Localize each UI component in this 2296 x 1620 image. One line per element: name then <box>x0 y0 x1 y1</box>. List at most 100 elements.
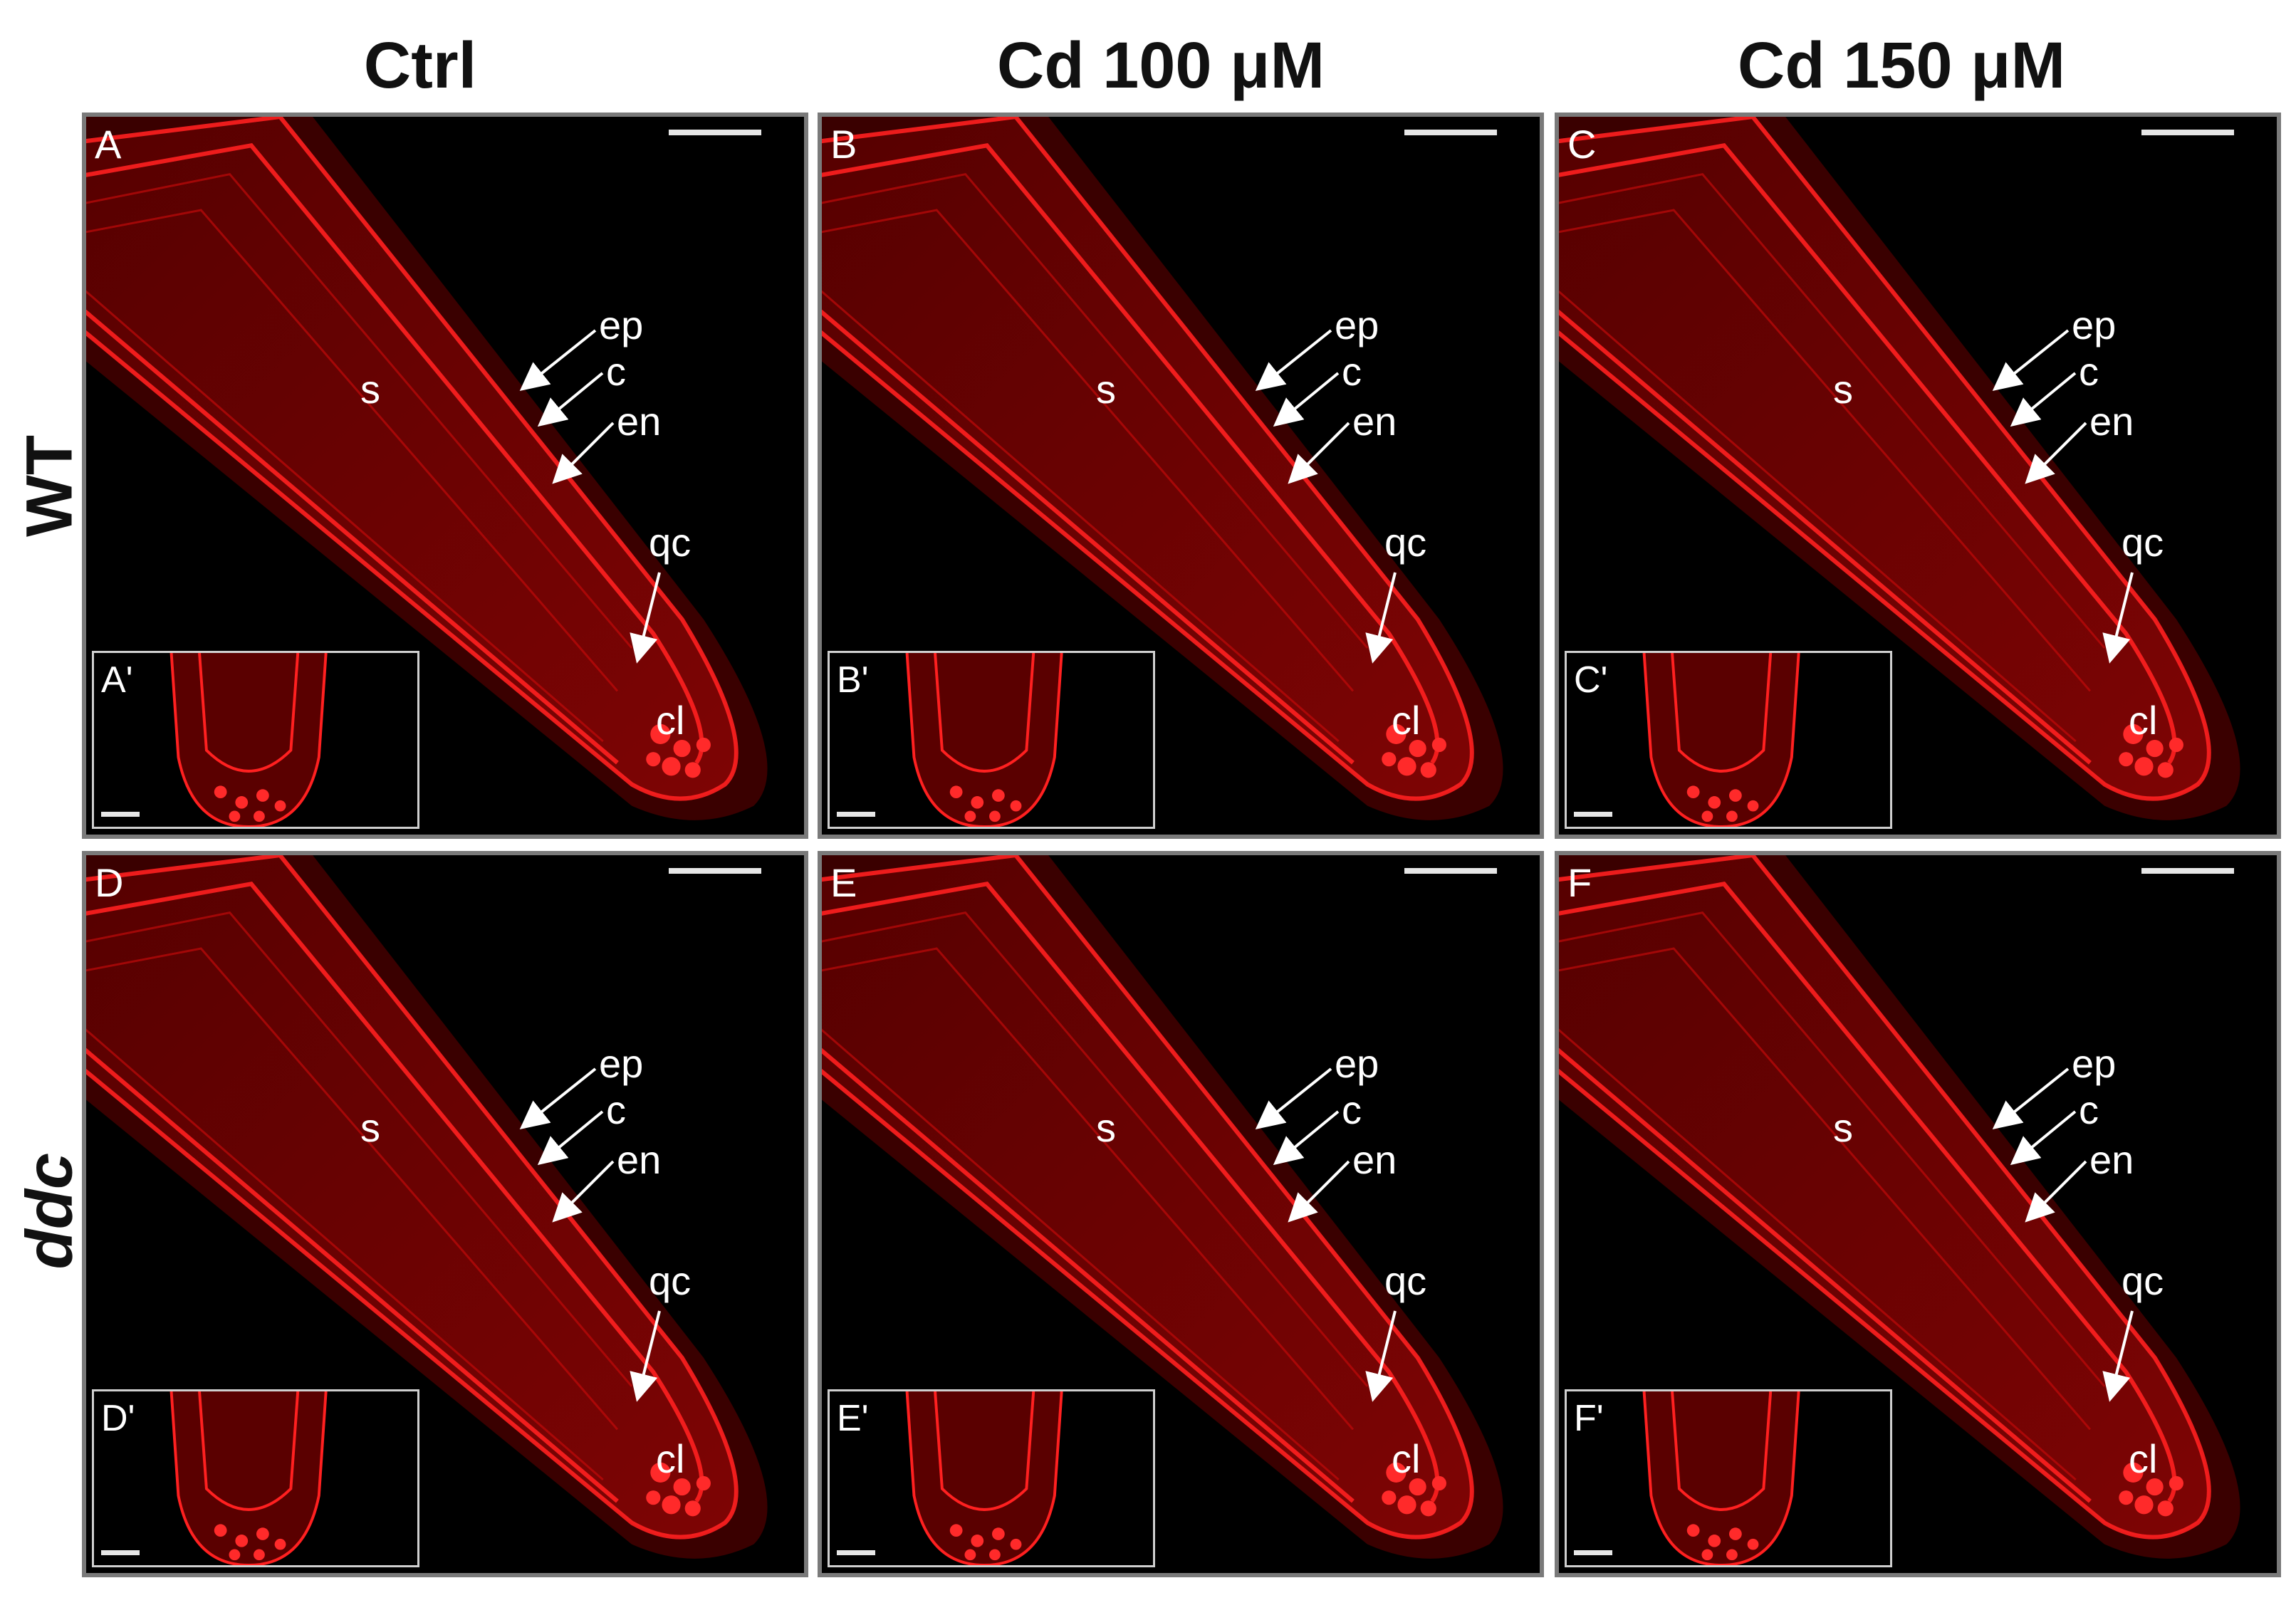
label-en: en <box>617 1137 662 1182</box>
label-qc: qc <box>2122 520 2164 565</box>
micrograph-panel-d: D ep c en s qc cl <box>82 851 808 1577</box>
inset-image: A' <box>92 651 419 829</box>
inset-scale-bar <box>1574 812 1612 817</box>
row-header-wt: WT <box>13 434 86 538</box>
label-qc: qc <box>649 520 692 565</box>
arrow-en <box>552 1160 615 1223</box>
inset-micrograph <box>1642 1391 1800 1565</box>
label-ep: ep <box>2072 1041 2117 1086</box>
inset-scale-bar <box>101 1550 140 1555</box>
arrow-ep <box>519 1067 597 1129</box>
arrow-ep <box>519 329 597 391</box>
inset-letter: F' <box>1574 1398 1604 1439</box>
inset-image: B' <box>828 651 1155 829</box>
inset-micrograph <box>905 653 1063 827</box>
root-tip-image <box>822 117 1503 820</box>
arrow-c <box>1273 1110 1340 1166</box>
label-s: s <box>1833 1105 1853 1150</box>
arrow-c <box>2010 372 2077 427</box>
inset-image: C' <box>1565 651 1892 829</box>
label-ep: ep <box>1335 1041 1379 1086</box>
label-ep: ep <box>599 1041 644 1086</box>
label-cl: cl <box>2129 1436 2158 1481</box>
inset-micrograph <box>169 1391 328 1565</box>
label-cl: cl <box>656 1436 685 1481</box>
scale-bar <box>669 868 761 874</box>
inset-scale-bar <box>101 812 140 817</box>
label-en: en <box>1352 399 1397 444</box>
inset-letter: C' <box>1574 659 1608 701</box>
panel-letter: B <box>830 122 857 167</box>
label-qc: qc <box>2122 1258 2164 1303</box>
scale-bar <box>1404 868 1497 874</box>
label-cl: cl <box>656 698 685 743</box>
label-c: c <box>606 349 626 394</box>
label-en: en <box>617 399 662 444</box>
label-s: s <box>1096 1105 1116 1150</box>
label-en: en <box>2089 399 2134 444</box>
row-header-ddc: ddc <box>13 1152 86 1270</box>
scale-bar <box>1404 130 1497 135</box>
label-c: c <box>606 1087 626 1132</box>
arrow-c <box>537 372 604 427</box>
label-c: c <box>1342 1087 1362 1132</box>
label-ep: ep <box>2072 303 2117 347</box>
inset-scale-bar <box>1574 1550 1612 1555</box>
label-ep: ep <box>599 303 644 347</box>
column-header-cd100: Cd 100 μM <box>996 29 1325 102</box>
label-c: c <box>2079 1087 2099 1132</box>
arrow-en <box>552 422 615 484</box>
label-s: s <box>360 367 380 412</box>
label-s: s <box>1833 367 1853 412</box>
arrow-ep <box>1992 1067 2070 1129</box>
root-tip-image <box>86 117 768 820</box>
label-cl: cl <box>2129 698 2158 743</box>
arrow-ep <box>1255 329 1332 391</box>
label-c: c <box>2079 349 2099 394</box>
inset-scale-bar <box>837 812 875 817</box>
arrow-qc <box>630 1310 661 1402</box>
inset-letter: A' <box>101 659 133 701</box>
annotation-arrows <box>519 1067 661 1402</box>
panel-letter: F <box>1567 860 1592 905</box>
column-header-ctrl: Ctrl <box>363 29 477 102</box>
annotation-arrows <box>1992 1067 2134 1402</box>
micrograph-panel-f: F ep c en s qc cl <box>1555 851 2281 1577</box>
scale-bar <box>2141 868 2234 874</box>
inset-micrograph <box>905 1391 1063 1565</box>
label-ep: ep <box>1335 303 1379 347</box>
inset-image: E' <box>828 1389 1155 1567</box>
inset-letter: B' <box>837 659 869 701</box>
micrograph-panel-e: E ep c en s qc cl <box>818 851 1544 1577</box>
column-header-cd150: Cd 150 μM <box>1737 29 2066 102</box>
inset-image: D' <box>92 1389 419 1567</box>
arrow-qc <box>2102 572 2134 664</box>
inset-micrograph <box>1642 653 1800 827</box>
arrow-ep <box>1992 329 2070 391</box>
micrograph-panel-b: B ep c en s qc cl <box>818 113 1544 839</box>
scale-bar <box>669 130 761 135</box>
label-en: en <box>1352 1137 1397 1182</box>
panel-letter: E <box>830 860 857 905</box>
label-s: s <box>360 1105 380 1150</box>
arrow-qc <box>1365 1310 1397 1402</box>
scale-bar <box>2141 130 2234 135</box>
arrow-c <box>1273 372 1340 427</box>
annotation-arrows <box>1255 329 1397 664</box>
arrow-c <box>2010 1110 2077 1166</box>
root-tip-image <box>1559 855 2240 1559</box>
arrow-en <box>2025 422 2087 484</box>
arrow-ep <box>1255 1067 1332 1129</box>
inset-letter: E' <box>837 1398 869 1439</box>
arrow-qc <box>630 572 661 664</box>
arrow-en <box>2025 1160 2087 1223</box>
panel-letter: C <box>1567 122 1597 167</box>
root-tip-image <box>1559 117 2240 820</box>
arrow-c <box>537 1110 604 1166</box>
inset-image: F' <box>1565 1389 1892 1567</box>
label-qc: qc <box>1384 520 1427 565</box>
panel-letter: A <box>95 122 122 167</box>
arrow-qc <box>2102 1310 2134 1402</box>
label-s: s <box>1096 367 1116 412</box>
panel-letter: D <box>95 860 124 905</box>
